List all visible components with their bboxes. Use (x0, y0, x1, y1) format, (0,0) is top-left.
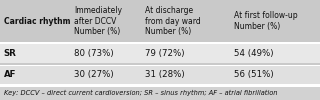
Bar (0, 0, 320, 42)
Text: 54 (49%): 54 (49%) (234, 49, 274, 58)
Text: 30 (27%): 30 (27%) (74, 70, 114, 79)
Text: Key: DCCV – direct current cardioversion; SR – sinus rhythm; AF – atrial fibrill: Key: DCCV – direct current cardioversion… (4, 90, 277, 96)
Text: 31 (28%): 31 (28%) (145, 70, 184, 79)
Bar (0, 64, 320, 66)
Bar (0, 66, 320, 84)
Bar (0, 44, 320, 63)
Text: SR: SR (4, 49, 17, 58)
Bar (0, 84, 320, 86)
Bar (0, 42, 320, 44)
Text: At discharge
from day ward
Number (%): At discharge from day ward Number (%) (145, 6, 200, 36)
Text: 79 (72%): 79 (72%) (145, 49, 184, 58)
Text: At first follow-up
Number (%): At first follow-up Number (%) (234, 11, 298, 31)
Text: 80 (73%): 80 (73%) (74, 49, 114, 58)
Text: Cardiac rhythm: Cardiac rhythm (4, 16, 70, 26)
Text: Immediately
after DCCV
Number (%): Immediately after DCCV Number (%) (74, 6, 122, 36)
Text: 56 (51%): 56 (51%) (234, 70, 274, 79)
Bar (0, 86, 320, 100)
Text: AF: AF (4, 70, 16, 79)
